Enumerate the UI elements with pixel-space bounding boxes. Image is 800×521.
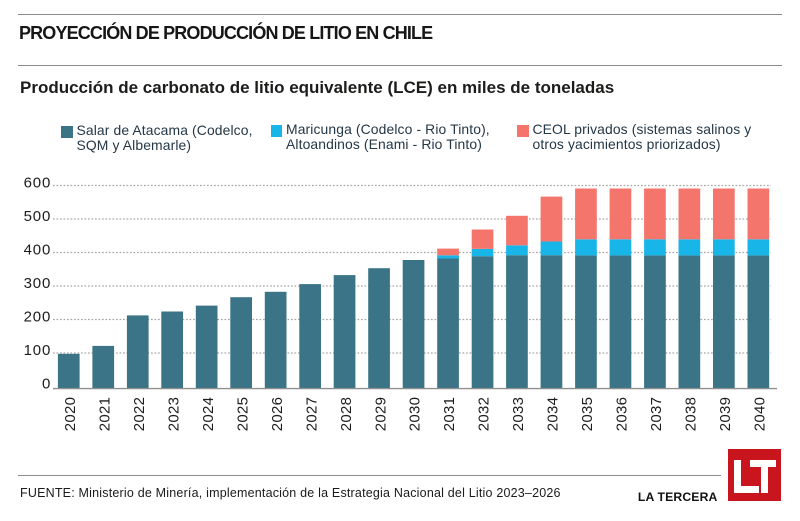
svg-text:2032: 2032 [476, 397, 493, 432]
svg-text:2038: 2038 [683, 397, 700, 432]
svg-text:2021: 2021 [96, 397, 113, 432]
svg-text:2020: 2020 [62, 397, 79, 432]
svg-text:2025: 2025 [234, 397, 251, 432]
svg-text:2024: 2024 [200, 397, 217, 432]
svg-text:100: 100 [24, 342, 52, 359]
svg-text:2027: 2027 [303, 397, 320, 432]
svg-text:2026: 2026 [269, 397, 286, 432]
svg-text:2031: 2031 [441, 397, 458, 432]
svg-text:2035: 2035 [579, 397, 596, 432]
svg-text:2033: 2033 [510, 397, 527, 432]
svg-text:600: 600 [24, 175, 52, 192]
svg-text:500: 500 [24, 208, 52, 225]
svg-text:400: 400 [24, 242, 52, 259]
svg-text:300: 300 [24, 275, 52, 292]
svg-text:2028: 2028 [338, 397, 355, 432]
svg-text:2039: 2039 [717, 397, 734, 432]
svg-text:2037: 2037 [648, 397, 665, 432]
svg-text:2030: 2030 [407, 397, 424, 432]
svg-text:2023: 2023 [165, 397, 182, 432]
svg-text:2022: 2022 [131, 397, 148, 432]
svg-text:0: 0 [42, 376, 51, 393]
svg-text:2036: 2036 [614, 397, 631, 432]
svg-text:2034: 2034 [545, 397, 562, 432]
svg-text:200: 200 [24, 309, 52, 326]
svg-text:2029: 2029 [372, 397, 389, 432]
svg-text:2040: 2040 [752, 397, 769, 432]
